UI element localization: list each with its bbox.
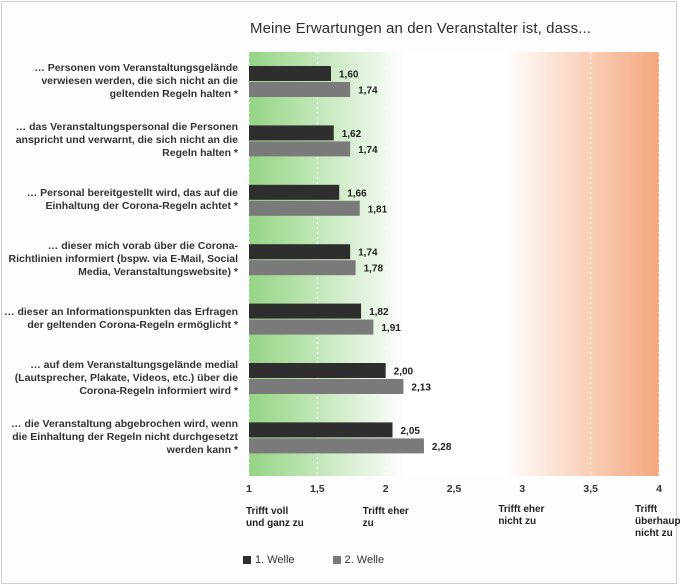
category-label: … das Veranstaltungspersonal die Persone… <box>15 121 238 160</box>
bar-wave-2 <box>249 379 404 394</box>
bar-wave-1 <box>249 125 334 141</box>
category-label: … die Veranstaltung abgebrochen wird, we… <box>11 418 238 457</box>
legend-item-wave-2: 2. Welle <box>332 554 385 566</box>
legend-swatch-wave-2 <box>332 556 341 564</box>
data-label: 1,60 <box>339 70 359 81</box>
data-label: 1,74 <box>358 86 378 97</box>
category-label: … auf dem Veranstaltungsgelände medial (… <box>14 359 238 397</box>
scale-anchor-label: Trifft eher zu <box>362 506 409 529</box>
category-label: … dieser mich vorab über die Corona-Rich… <box>8 240 238 279</box>
bar-wave-1 <box>249 244 351 260</box>
legend-item-wave-1: 1. Welle <box>243 554 295 566</box>
x-tick-label: 3,5 <box>583 483 598 495</box>
data-label: 1,74 <box>358 248 378 259</box>
legend-label-wave-1: 1. Welle <box>255 554 295 566</box>
legend-label-wave-2: 2. Welle <box>344 554 385 566</box>
category-label: … Personen vom Veranstaltungsgelände ver… <box>34 62 238 100</box>
data-label: 1,74 <box>358 145 378 156</box>
data-label: 2,28 <box>432 442 452 453</box>
data-label: 1,78 <box>364 264 384 275</box>
chart-title: Meine Erwartungen an den Veranstalter is… <box>250 20 592 37</box>
bar-wave-2 <box>249 141 351 157</box>
data-label: 1,66 <box>347 188 367 199</box>
scale-anchor-label: Trifft voll und ganz zu <box>246 506 304 529</box>
x-tick-label: 1,5 <box>310 483 325 495</box>
bar-wave-1 <box>249 422 393 438</box>
x-tick-label: 3 <box>519 483 525 495</box>
bar-wave-2 <box>249 438 424 454</box>
category-label: … dieser an Informationspunkten das Erfr… <box>4 306 238 332</box>
x-tick-label: 2,5 <box>447 483 462 495</box>
data-label: 2,05 <box>401 426 421 437</box>
data-label: 1,62 <box>342 129 362 140</box>
data-label: 2,00 <box>394 367 414 378</box>
x-tick-label: 4 <box>656 483 662 495</box>
legend-swatch-wave-1 <box>243 556 251 564</box>
bar-wave-1 <box>249 184 340 200</box>
data-label: 2,13 <box>411 383 431 394</box>
bar-wave-2 <box>249 200 360 216</box>
category-label: … Personal bereitgestellt wird, das auf … <box>26 187 238 213</box>
data-label: 1,81 <box>368 204 388 215</box>
legend: 1. Welle 2. Welle <box>243 553 422 567</box>
data-label: 1,91 <box>381 323 401 334</box>
data-label: 1,82 <box>369 307 389 318</box>
x-tick-label: 2 <box>383 483 389 495</box>
bar-wave-1 <box>249 303 362 319</box>
x-tick-label: 1 <box>246 483 252 495</box>
scale-anchor-label: Trifft eher nicht zu <box>498 504 545 527</box>
scale-anchor-label: Trifft überhaupt nicht zu <box>635 504 680 539</box>
bar-wave-2 <box>249 82 351 97</box>
bar-wave-1 <box>249 66 331 81</box>
bar-wave-2 <box>249 319 374 335</box>
bar-wave-1 <box>249 363 386 378</box>
bar-wave-2 <box>249 260 356 276</box>
